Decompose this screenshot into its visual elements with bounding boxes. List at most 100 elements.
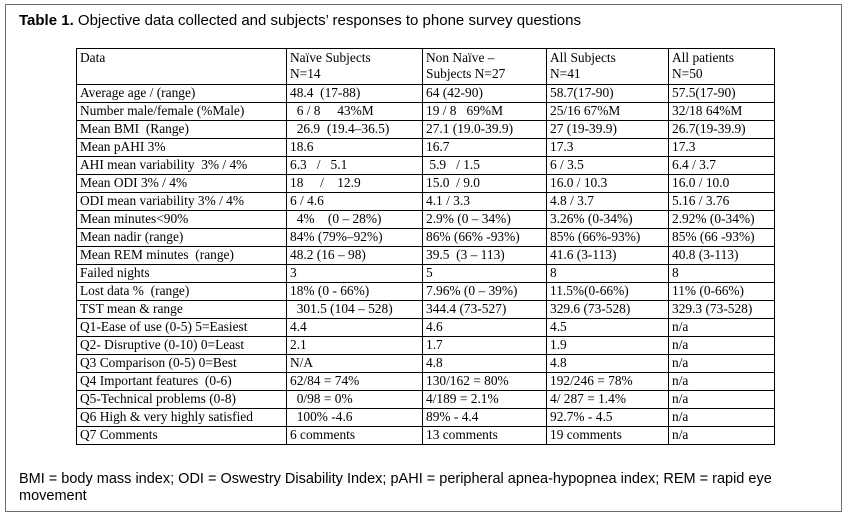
row-label: Lost data % (range) xyxy=(76,282,287,301)
row-label: Q6 High & very highly satisfied xyxy=(76,408,287,427)
table-cell: 8 xyxy=(546,264,669,283)
table-cell: 84% (79%–92%) xyxy=(286,228,423,247)
table-cell: 4.6 xyxy=(422,318,547,337)
table-caption: Table 1. Objective data collected and su… xyxy=(19,12,581,29)
table-row: Q1-Ease of use (0-5) 5=Easiest 4.4 4.6 4.5 n… xyxy=(76,318,775,337)
table-cell: 2.9% (0 – 34%) xyxy=(422,210,547,229)
row-label: Q3 Comparison (0-5) 0=Best xyxy=(76,354,287,373)
row-label: Q7 Comments xyxy=(76,426,287,445)
table-row: Q2- Disruptive (0-10) 0=Least 2.1 1.7 1.9 n/… xyxy=(76,336,775,355)
table-cell: 57.5(17-90) xyxy=(668,84,775,103)
row-label: ODI mean variability 3% / 4% xyxy=(76,192,287,211)
table-body: Data Naïve Subjects N=14 Non Naïve – Subject… xyxy=(76,48,775,445)
table-cell: 11.5%(0-66%) xyxy=(546,282,669,301)
table-cell: 26.7(19-39.9) xyxy=(668,120,775,139)
table-cell: 301.5 (104 – 528) xyxy=(286,300,423,319)
row-label: Q1-Ease of use (0-5) 5=Easiest xyxy=(76,318,287,337)
table-cell: n/a xyxy=(668,354,775,373)
row-label: Q4 Important features (0-6) xyxy=(76,372,287,391)
table-cell: 11% (0-66%) xyxy=(668,282,775,301)
table-cell: 5.9 / 1.5 xyxy=(422,156,547,175)
table-cell: 0/98 = 0% xyxy=(286,390,423,409)
column-header: All patients N=50 xyxy=(668,48,775,85)
row-label: AHI mean variability 3% / 4% xyxy=(76,156,287,175)
table-cell: 100% -4.6 xyxy=(286,408,423,427)
row-label: Mean ODI 3% / 4% xyxy=(76,174,287,193)
table-title: Objective data collected and subjects’ r… xyxy=(73,12,581,29)
table-cell: 6 / 4.6 xyxy=(286,192,423,211)
table-cell: 6.4 / 3.7 xyxy=(668,156,775,175)
table-cell: N/A xyxy=(286,354,423,373)
table-row: Q6 High & very highly satisfied 100% -4.… xyxy=(76,408,775,427)
header-row: Data Naïve Subjects N=14 Non Naïve – Subject… xyxy=(76,48,775,85)
table-cell: 16.7 xyxy=(422,138,547,157)
table-row: Mean BMI (Range) 26.9 (19.4–36.5) 27.1 (1… xyxy=(76,120,775,139)
table-cell: 2.92% (0-34%) xyxy=(668,210,775,229)
table-cell: 130/162 = 80% xyxy=(422,372,547,391)
table-row: AHI mean variability 3% / 4% 6.3 / 5.1 5.… xyxy=(76,156,775,175)
table-cell: 25/16 67%M xyxy=(546,102,669,121)
column-header-line: Non Naïve – xyxy=(426,50,495,65)
row-label: Q5-Technical problems (0-8) xyxy=(76,390,287,409)
table-cell: 27.1 (19.0-39.9) xyxy=(422,120,547,139)
table-cell: 64 (42-90) xyxy=(422,84,547,103)
table-cell: 89% - 4.4 xyxy=(422,408,547,427)
row-label: Q2- Disruptive (0-10) 0=Least xyxy=(76,336,287,355)
table-cell: 92.7% - 4.5 xyxy=(546,408,669,427)
table-row: Mean minutes<90% 4% (0 – 28%) 2.9% (0 – 3… xyxy=(76,210,775,229)
table-cell: n/a xyxy=(668,372,775,391)
table-cell: 4.1 / 3.3 xyxy=(422,192,547,211)
table-cell: 62/84 = 74% xyxy=(286,372,423,391)
data-table: Data Naïve Subjects N=14 Non Naïve – Subject… xyxy=(76,48,775,445)
table-cell: 4.8 xyxy=(546,354,669,373)
row-label: Mean minutes<90% xyxy=(76,210,287,229)
table-cell: 18 / 12.9 xyxy=(286,174,423,193)
table-cell: 19 comments xyxy=(546,426,669,445)
table-cell: 85% (66 -93%) xyxy=(668,228,775,247)
row-label: Average age / (range) xyxy=(76,84,287,103)
table-cell: n/a xyxy=(668,408,775,427)
table-cell: 58.7(17-90) xyxy=(546,84,669,103)
table-cell: 1.7 xyxy=(422,336,547,355)
table-cell: 39.5 (3 – 113) xyxy=(422,246,547,265)
row-label: Number male/female (%Male) xyxy=(76,102,287,121)
table-cell: 17.3 xyxy=(668,138,775,157)
column-header: All Subjects N=41 xyxy=(546,48,669,85)
table-cell: 19 / 8 69%M xyxy=(422,102,547,121)
table-cell: 2.1 xyxy=(286,336,423,355)
table-cell: n/a xyxy=(668,426,775,445)
table-cell: 4.8 / 3.7 xyxy=(546,192,669,211)
table-cell: 32/18 64%M xyxy=(668,102,775,121)
table-row: Q3 Comparison (0-5) 0=Best N/A 4.8 4.8 n/a xyxy=(76,354,775,373)
table-cell: 4.8 xyxy=(422,354,547,373)
table-row: Q5-Technical problems (0-8) 0/98 = 0% 4/1… xyxy=(76,390,775,409)
table-cell: 329.3 (73-528) xyxy=(668,300,775,319)
table-cell: n/a xyxy=(668,390,775,409)
table-row: Average age / (range) 48.4 (17-88) 64 (42-… xyxy=(76,84,775,103)
column-header-line: Subjects N=27 xyxy=(426,66,506,81)
row-label: Mean nadir (range) xyxy=(76,228,287,247)
table-row: Number male/female (%Male) 6 / 8 43%M 19 … xyxy=(76,102,775,121)
column-header-line: N=41 xyxy=(550,66,581,81)
table-cell: 3.26% (0-34%) xyxy=(546,210,669,229)
table-row: Mean REM minutes (range) 48.2 (16 – 98) 39… xyxy=(76,246,775,265)
column-header-line: N=14 xyxy=(290,66,321,81)
row-label: Mean REM minutes (range) xyxy=(76,246,287,265)
table-cell: 15.0 / 9.0 xyxy=(422,174,547,193)
table-cell: 13 comments xyxy=(422,426,547,445)
column-header-line: N=50 xyxy=(672,66,703,81)
table-row: Q7 Comments 6 comments 13 comments 19 comme… xyxy=(76,426,775,445)
column-header: Naïve Subjects N=14 xyxy=(286,48,423,85)
table-cell: 192/246 = 78% xyxy=(546,372,669,391)
table-row: Mean nadir (range) 84% (79%–92%) 86% (66% … xyxy=(76,228,775,247)
table-row: Failed nights 3 5 8 8 xyxy=(76,264,775,283)
row-label: Mean pAHI 3% xyxy=(76,138,287,157)
table-label: Table 1. xyxy=(19,12,74,29)
table-cell: n/a xyxy=(668,336,775,355)
table-cell: 344.4 (73-527) xyxy=(422,300,547,319)
table-cell: 41.6 (3-113) xyxy=(546,246,669,265)
table-row: TST mean & range 301.5 (104 – 528) 344.4 … xyxy=(76,300,775,319)
table-row: Lost data % (range) 18% (0 - 66%) 7.96% (0… xyxy=(76,282,775,301)
column-header-line: Data xyxy=(80,50,106,65)
table-cell: 17.3 xyxy=(546,138,669,157)
